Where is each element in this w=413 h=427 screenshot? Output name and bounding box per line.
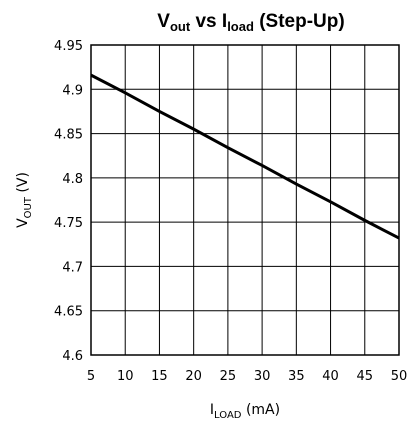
x-tick-label: 25 bbox=[220, 369, 237, 384]
y-tick-label: 4.8 bbox=[62, 172, 83, 187]
y-tick-label: 4.65 bbox=[54, 305, 83, 320]
x-tick-label: 40 bbox=[322, 369, 339, 384]
y-label-sub: OUT bbox=[23, 196, 34, 218]
y-axis-label: VOUT (V) bbox=[15, 172, 34, 228]
x-tick-labels: 5 10 15 20 25 30 35 40 45 50 bbox=[87, 369, 407, 384]
y-tick-label: 4.85 bbox=[54, 128, 83, 143]
x-tick-label: 5 bbox=[87, 369, 95, 384]
title-end: (Step-Up) bbox=[254, 11, 345, 32]
x-label-main: I bbox=[210, 402, 214, 418]
chart-title: Vout vs Iload (Step-Up) bbox=[157, 11, 344, 34]
x-label-unit: (mA) bbox=[242, 402, 281, 418]
y-label-unit: (V) bbox=[15, 172, 31, 197]
y-tick-label: 4.7 bbox=[62, 260, 83, 275]
title-mid: vs I bbox=[190, 11, 227, 32]
title-v-sub: out bbox=[170, 19, 191, 34]
x-axis-label: ILOAD (mA) bbox=[210, 402, 280, 421]
x-label-sub: LOAD bbox=[214, 410, 242, 421]
x-tick-label: 15 bbox=[151, 369, 168, 384]
y-tick-label: 4.95 bbox=[54, 39, 83, 54]
x-tick-label: 35 bbox=[288, 369, 305, 384]
y-tick-label: 4.6 bbox=[62, 349, 83, 364]
x-tick-label: 50 bbox=[391, 369, 408, 384]
title-v: V bbox=[157, 11, 170, 32]
x-tick-label: 10 bbox=[117, 369, 134, 384]
title-i-sub: load bbox=[227, 19, 254, 34]
series-line bbox=[90, 73, 400, 240]
x-tick-label: 20 bbox=[185, 369, 202, 384]
grid bbox=[90, 44, 400, 356]
plot-frame bbox=[90, 44, 400, 356]
x-tick-label: 30 bbox=[254, 369, 271, 384]
y-label-main: V bbox=[15, 218, 31, 228]
y-tick-label: 4.9 bbox=[62, 83, 83, 98]
y-tick-label: 4.75 bbox=[54, 216, 83, 231]
x-tick-label: 45 bbox=[357, 369, 374, 384]
y-tick-labels: 4.6 4.65 4.7 4.75 4.8 4.85 4.9 4.95 bbox=[54, 39, 83, 364]
